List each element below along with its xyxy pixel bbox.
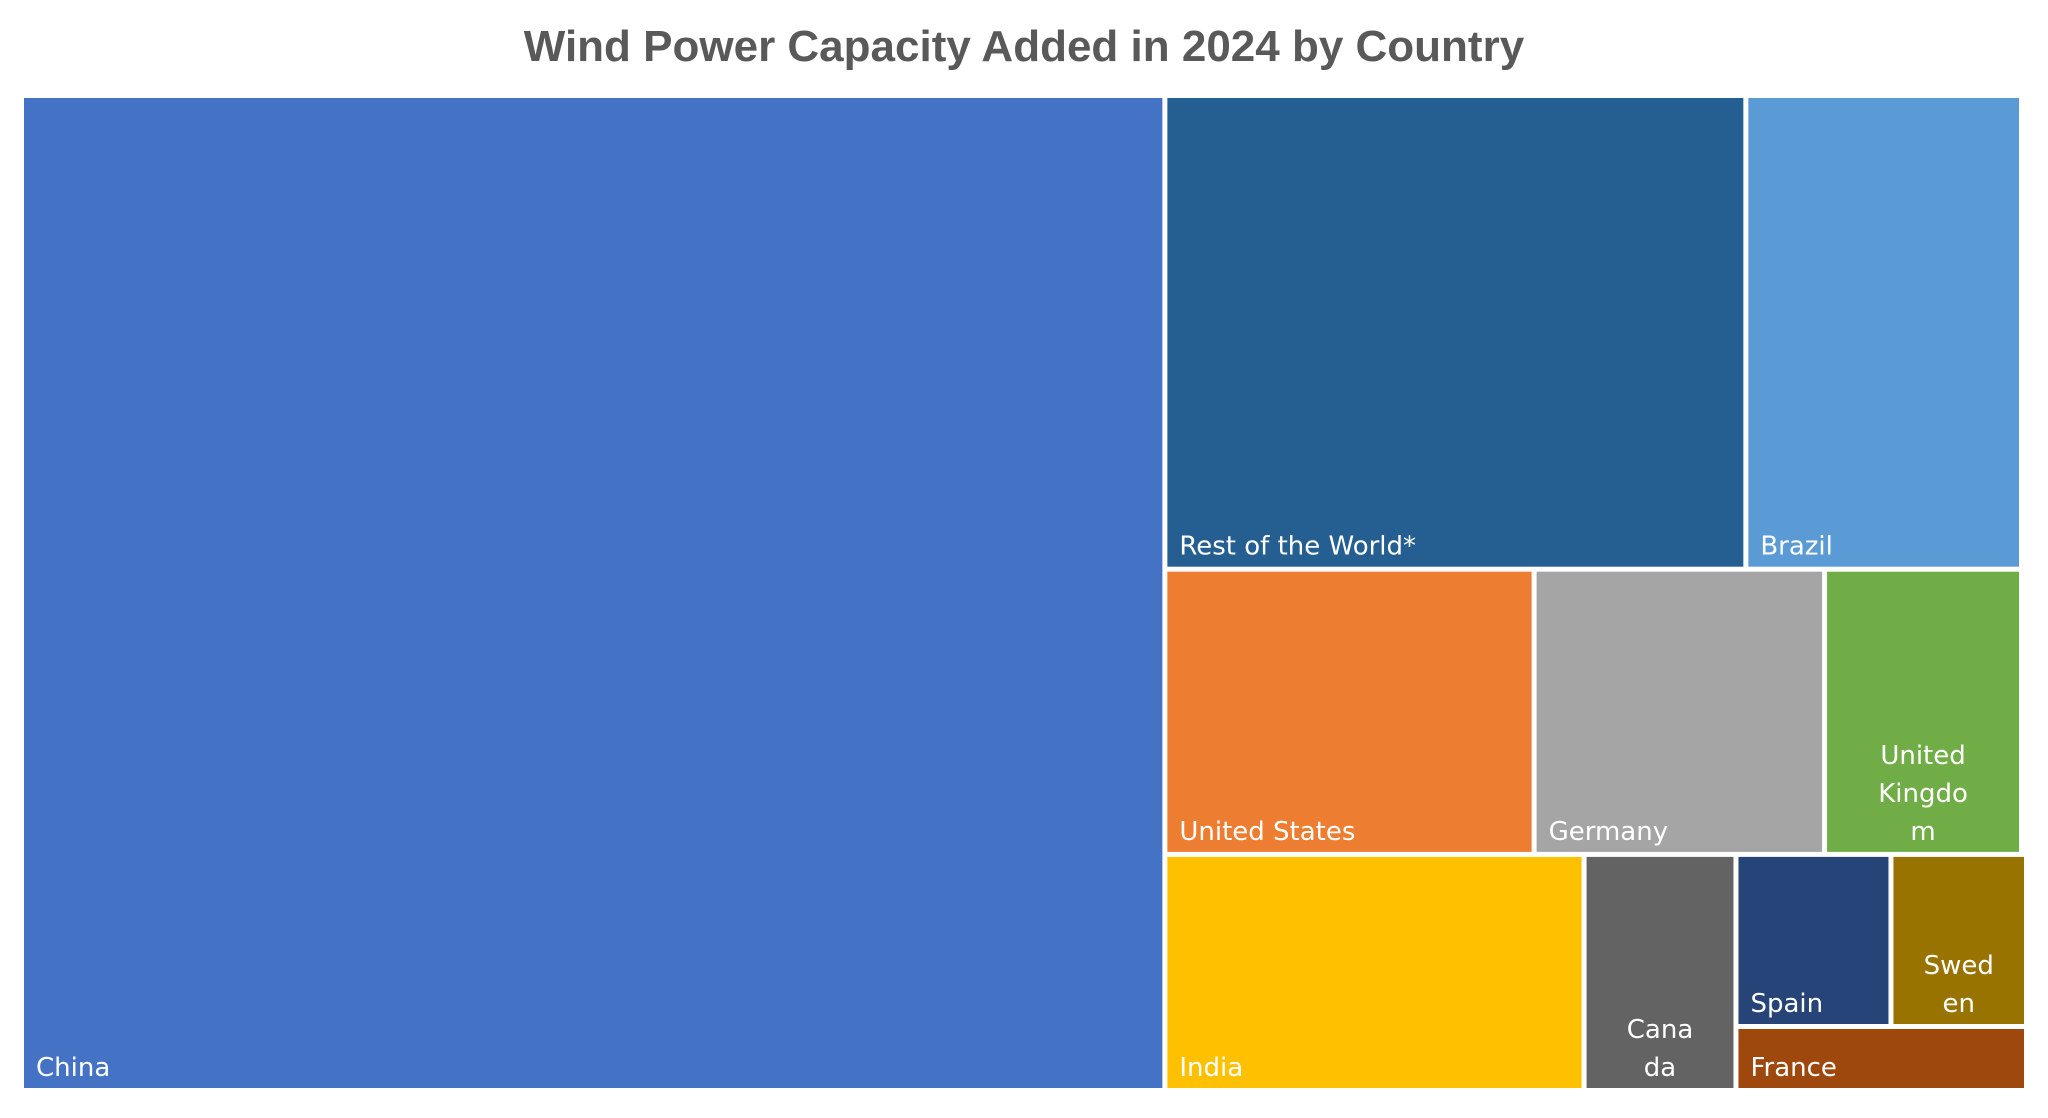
cell-label-germany: Germany: [1549, 817, 1669, 847]
cell-rect-france: [1738, 1028, 2024, 1088]
treemap-cells: China Rest of the World* Brazil United Stat…: [24, 98, 2024, 1088]
cell-label-china: China: [36, 1053, 110, 1083]
cell-label-sweden: Swed en: [1924, 951, 1994, 1019]
cell-rect-united-states: [1167, 571, 1532, 852]
cell-label-canada: Cana da: [1627, 1015, 1694, 1083]
cell-rect-canada: [1586, 856, 1734, 1088]
cell-label-france: France: [1750, 1053, 1836, 1083]
cell-label-india: India: [1179, 1053, 1243, 1083]
cell-rect-united-kingdom: [1827, 571, 2019, 852]
cell-rect-rest-of-the-world: [1167, 98, 1744, 567]
cell-label-spain: Spain: [1750, 989, 1823, 1019]
cell-spain: Spain: [1738, 856, 1889, 1024]
cell-label-united-states: United States: [1179, 817, 1355, 847]
cell-rect-india: [1167, 856, 1582, 1088]
cell-france: France: [1738, 1028, 2024, 1088]
cell-label-brazil: Brazil: [1760, 532, 1833, 562]
cell-united-states: United States: [1167, 571, 1532, 852]
cell-india: India: [1167, 856, 1582, 1088]
cell-germany: Germany: [1536, 571, 1823, 852]
cell-rect-china: [24, 98, 1163, 1088]
cell-china: China: [24, 98, 1163, 1088]
cell-rect-brazil: [1748, 98, 2019, 567]
cell-label-rest-of-the-world: Rest of the World*: [1179, 532, 1416, 562]
cell-label-united-kingdom: United Kingdo m: [1878, 741, 1968, 847]
chart-title: Wind Power Capacity Added in 2024 by Cou…: [523, 22, 1525, 71]
cell-canada: Cana da: [1586, 856, 1734, 1088]
cell-rect-germany: [1536, 571, 1823, 852]
cell-brazil: Brazil: [1748, 98, 2019, 567]
cell-rest-of-the-world: Rest of the World*: [1167, 98, 1744, 567]
cell-rect-spain: [1738, 856, 1889, 1024]
cell-rect-sweden: [1893, 856, 2024, 1024]
cell-united-kingdom: United Kingdo m: [1827, 571, 2019, 852]
cell-sweden: Swed en: [1893, 856, 2024, 1024]
